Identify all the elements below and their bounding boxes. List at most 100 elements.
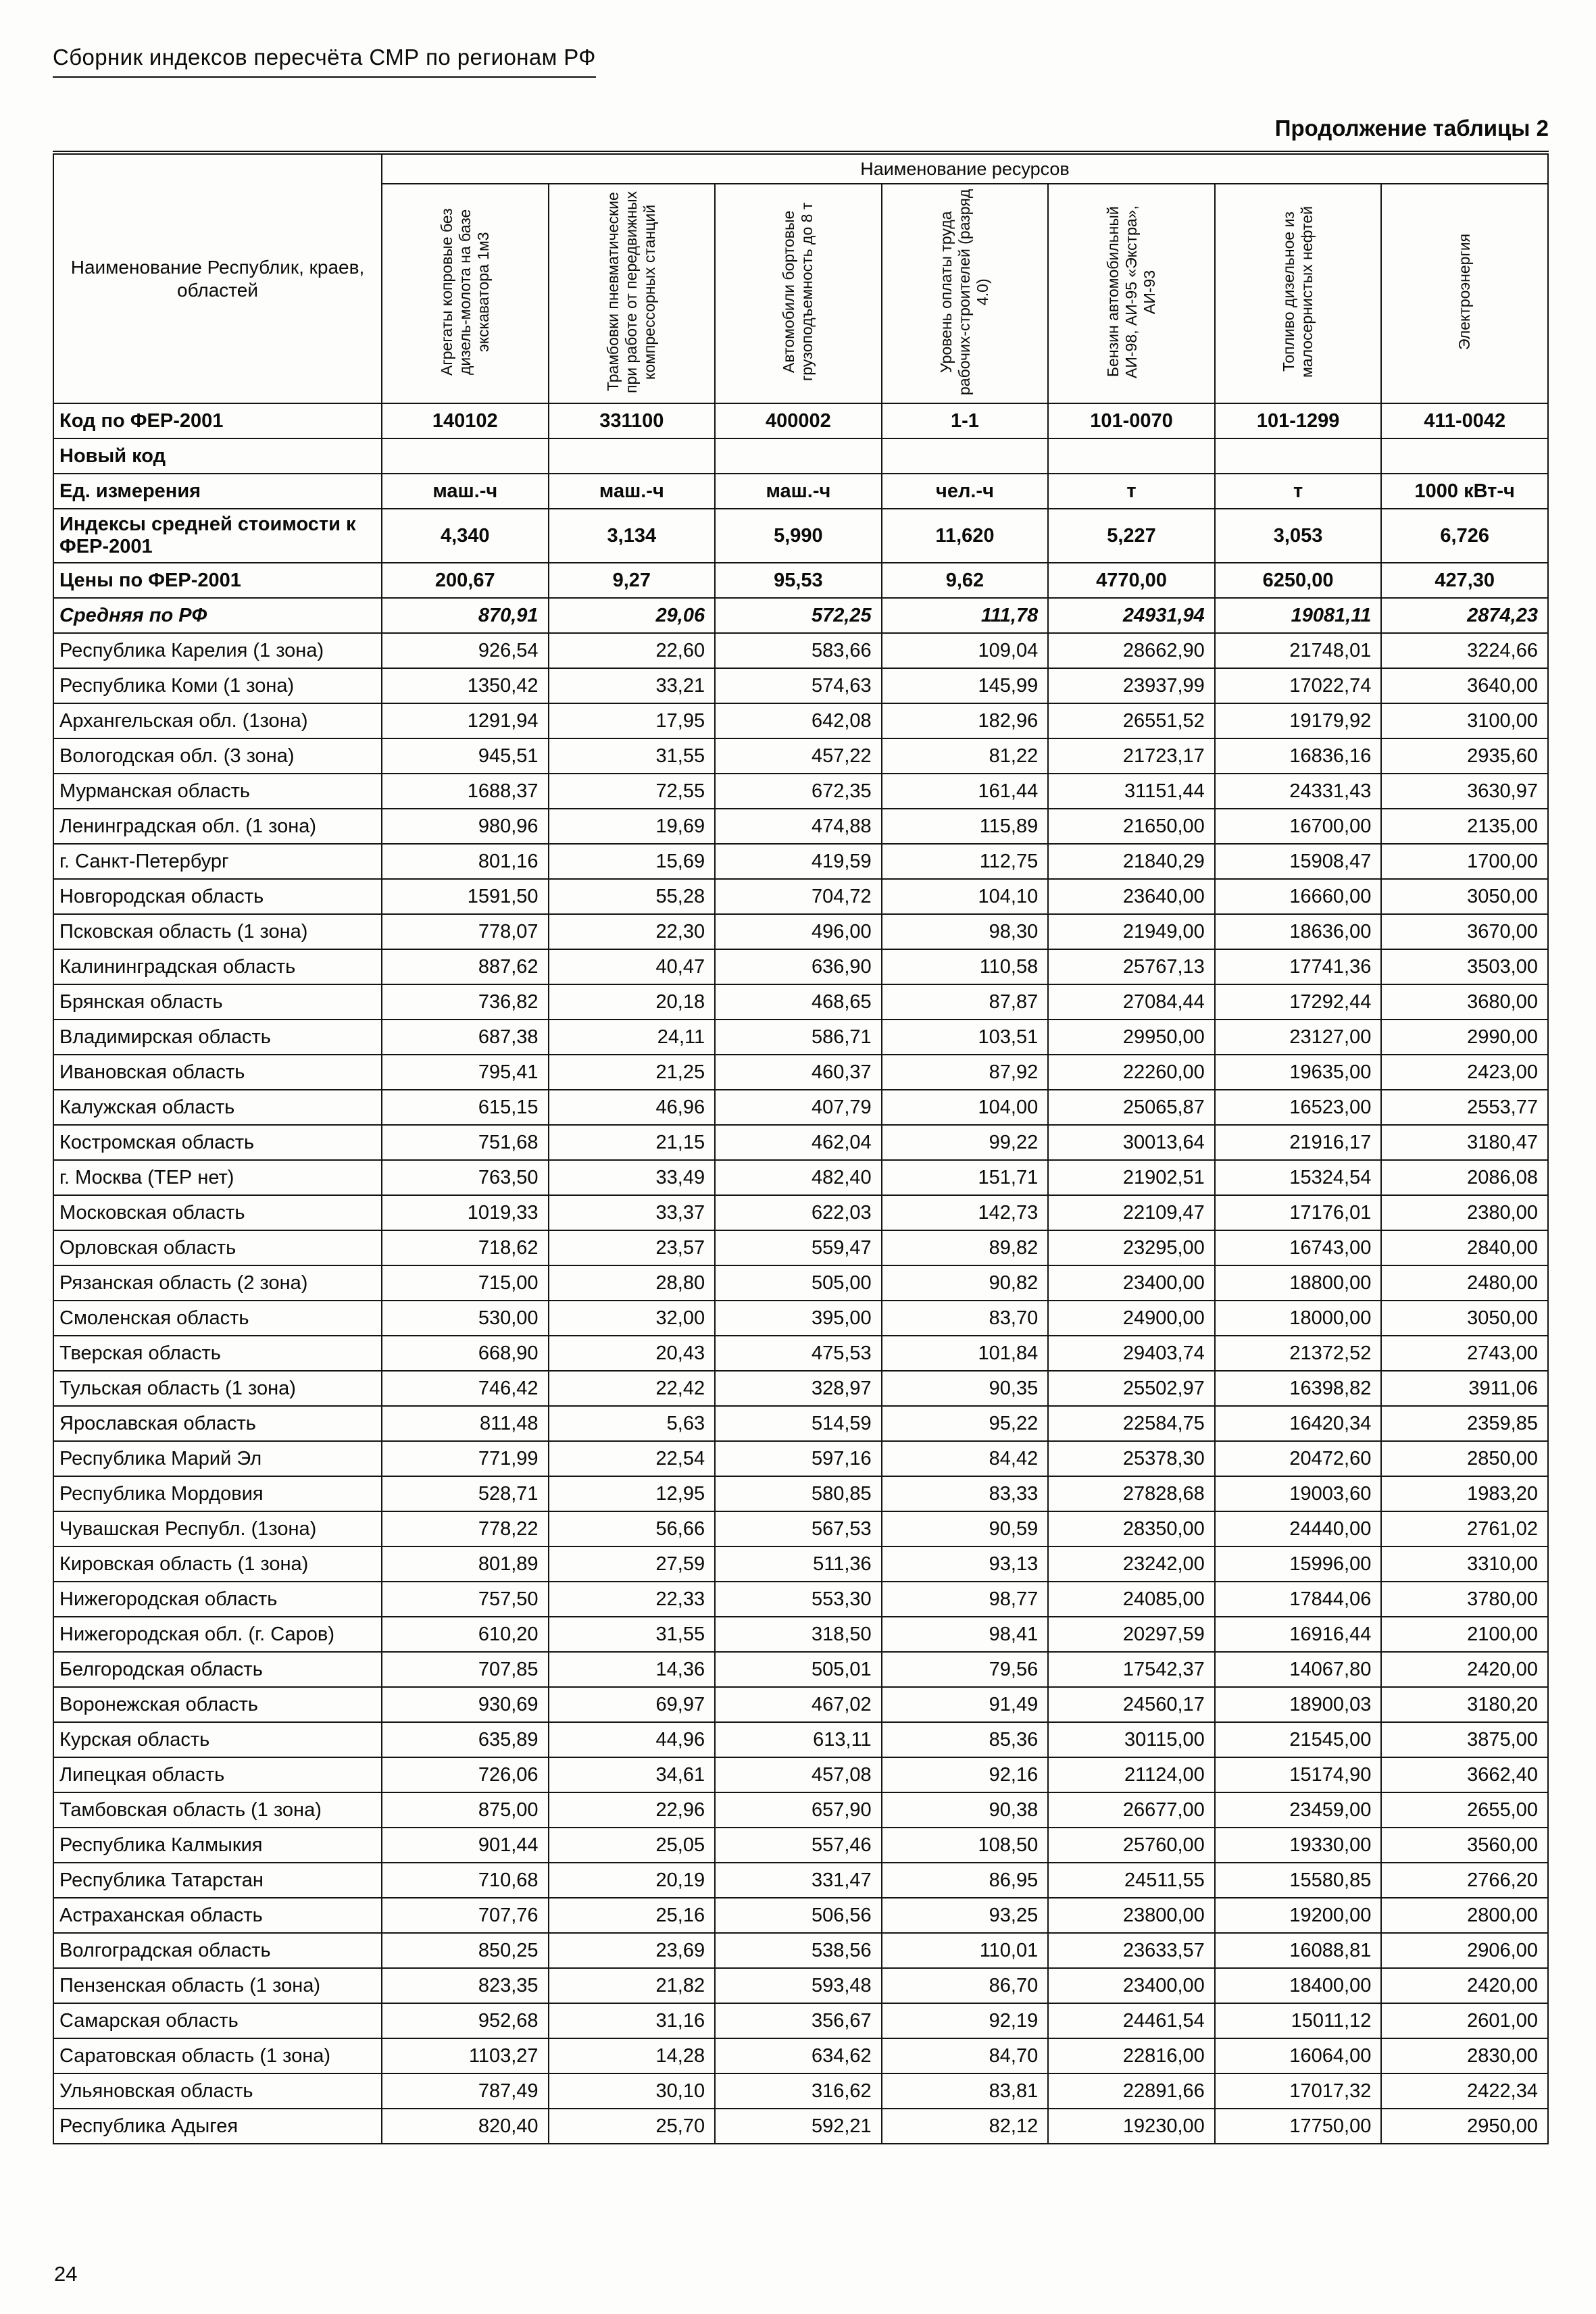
region-row: Новгородская область 1591,50 55,28 704,72 10… <box>53 878 1549 915</box>
value-cell: 182,96 <box>880 703 1049 739</box>
value-cell: 90,82 <box>880 1265 1049 1301</box>
region-row: Брянская область 736,82 20,18 468,65 87,87 27… <box>53 984 1549 1020</box>
value-cell: 875,00 <box>381 1792 549 1828</box>
value-cell: 16523,00 <box>1214 1089 1382 1126</box>
value-cell: 597,16 <box>714 1440 882 1477</box>
value-cell: 92,19 <box>880 2003 1049 2039</box>
value-cell: 3875,00 <box>1380 1721 1549 1758</box>
value-cell: 496,00 <box>714 913 882 950</box>
value-cell: 1350,42 <box>381 668 549 704</box>
value-cell: 2422,34 <box>1380 2073 1549 2109</box>
row-label: Белгородская область <box>53 1651 382 1688</box>
value-cell: 85,36 <box>880 1721 1049 1758</box>
value-cell: 6250,00 <box>1214 562 1382 599</box>
value-cell: 2766,20 <box>1380 1862 1549 1898</box>
value-cell: 887,62 <box>381 949 549 985</box>
value-cell: 710,68 <box>381 1862 549 1898</box>
value-cell: 101-0070 <box>1047 403 1216 439</box>
value-cell: 16836,16 <box>1214 738 1382 774</box>
value-cell: 559,47 <box>714 1230 882 1266</box>
value-cell: 19179,92 <box>1214 703 1382 739</box>
value-cell: 44,96 <box>547 1721 716 1758</box>
value-cell: 704,72 <box>714 878 882 915</box>
value-cell: 2830,00 <box>1380 2038 1549 2074</box>
resource-column-header-text: Автомобили бортовые грузоподъемность до … <box>780 202 816 382</box>
value-cell: 23640,00 <box>1047 878 1216 915</box>
value-cell: 3560,00 <box>1380 1827 1549 1863</box>
value-cell: 98,77 <box>880 1581 1049 1617</box>
value-cell: 17022,74 <box>1214 668 1382 704</box>
table-continuation-label: Продолжение таблицы 2 <box>1274 116 1549 141</box>
row-label: Мурманская область <box>53 773 382 809</box>
value-cell: 2423,00 <box>1380 1054 1549 1090</box>
row-label: Саратовская область (1 зона) <box>53 2038 382 2074</box>
value-cell: 22,96 <box>547 1792 716 1828</box>
region-row: Псковская область (1 зона) 778,07 22,30 496… <box>53 913 1549 950</box>
row-label: Архангельская обл. (1зона) <box>53 703 382 739</box>
region-row: Вологодская обл. (3 зона) 945,51 31,55 457,… <box>53 738 1549 774</box>
value-cell: 11,620 <box>880 508 1049 563</box>
value-cell: 18636,00 <box>1214 913 1382 950</box>
resource-column-header-text: Агрегаты копровые без дизель-молота на б… <box>437 208 492 376</box>
value-cell: 3310,00 <box>1380 1546 1549 1582</box>
value-cell: 787,49 <box>381 2073 549 2109</box>
value-cell: 427,30 <box>1380 562 1549 599</box>
value-cell: 2100,00 <box>1380 1616 1549 1653</box>
value-cell: 33,21 <box>547 668 716 704</box>
value-cell: 574,63 <box>714 668 882 704</box>
region-row: Республика Адыгея 820,40 25,70 592,21 82,12 1… <box>53 2108 1549 2144</box>
region-row: Владимирская область 687,38 24,11 586,71 103… <box>53 1019 1549 1055</box>
region-row: г. Санкт-Петербург 801,16 15,69 419,59 112,7… <box>53 843 1549 880</box>
value-cell: 31151,44 <box>1047 773 1216 809</box>
value-cell: 763,50 <box>381 1159 549 1196</box>
value-cell: 14067,80 <box>1214 1651 1382 1688</box>
row-label: Астраханская область <box>53 1897 382 1934</box>
value-cell: 31,16 <box>547 2003 716 2039</box>
region-row: Пензенская область (1 зона) 823,35 21,82 59… <box>53 1967 1549 2004</box>
value-cell: 926,54 <box>381 632 549 669</box>
region-row: Московская область 1019,33 33,37 622,03 142,… <box>53 1194 1549 1231</box>
meta-row: Средняя по РФ 870,91 29,06 572,25 111,78 2493… <box>53 597 1549 634</box>
value-cell: 17741,36 <box>1214 949 1382 985</box>
value-cell: 90,59 <box>880 1511 1049 1547</box>
region-row: Республика Калмыкия 901,44 25,05 557,46 108,… <box>53 1827 1549 1863</box>
row-label: г. Москва (ТЕР нет) <box>53 1159 382 1196</box>
value-cell: 27084,44 <box>1047 984 1216 1020</box>
value-cell: 16660,00 <box>1214 878 1382 915</box>
value-cell: 161,44 <box>880 773 1049 809</box>
row-label: г. Санкт-Петербург <box>53 843 382 880</box>
value-cell: 557,46 <box>714 1827 882 1863</box>
value-cell: 27828,68 <box>1047 1476 1216 1512</box>
region-row: Тамбовская область (1 зона) 875,00 22,96 65… <box>53 1792 1549 1828</box>
value-cell: 3640,00 <box>1380 668 1549 704</box>
value-cell: 24511,55 <box>1047 1862 1216 1898</box>
value-cell: 140102 <box>381 403 549 439</box>
value-cell: 945,51 <box>381 738 549 774</box>
value-cell: 952,68 <box>381 2003 549 2039</box>
meta-row: Цены по ФЕР-2001 200,67 9,27 95,53 9,62 4770,… <box>53 562 1549 599</box>
value-cell: 21,25 <box>547 1054 716 1090</box>
value-cell: 23,57 <box>547 1230 716 1266</box>
value-cell: 15,69 <box>547 843 716 880</box>
row-label: Воронежская область <box>53 1686 382 1723</box>
value-cell: 25767,13 <box>1047 949 1216 985</box>
value-cell: 16916,44 <box>1214 1616 1382 1653</box>
value-cell: 1019,33 <box>381 1194 549 1231</box>
value-cell: 98,41 <box>880 1616 1049 1653</box>
value-cell: 56,66 <box>547 1511 716 1547</box>
value-cell: 482,40 <box>714 1159 882 1196</box>
row-label: Волгоградская область <box>53 1932 382 1969</box>
region-row: Костромская область 751,68 21,15 462,04 99,2… <box>53 1124 1549 1161</box>
resource-column-header-text: Топливо дизельное из малосернистых нефте… <box>1280 206 1316 378</box>
value-cell: 5,63 <box>547 1405 716 1442</box>
value-cell: 20,18 <box>547 984 716 1020</box>
value-cell: 801,16 <box>381 843 549 880</box>
value-cell: 2840,00 <box>1380 1230 1549 1266</box>
resource-column-header: Автомобили бортовые грузоподъемность до … <box>714 183 882 404</box>
value-cell: 3180,47 <box>1380 1124 1549 1161</box>
value-cell: 22891,66 <box>1047 2073 1216 2109</box>
value-cell: 12,95 <box>547 1476 716 1512</box>
value-cell: маш.-ч <box>547 473 716 509</box>
region-row: Нижегородская обл. (г. Саров) 610,20 31,55… <box>53 1616 1549 1653</box>
region-row: Тверская область 668,90 20,43 475,53 101,84 2… <box>53 1335 1549 1372</box>
